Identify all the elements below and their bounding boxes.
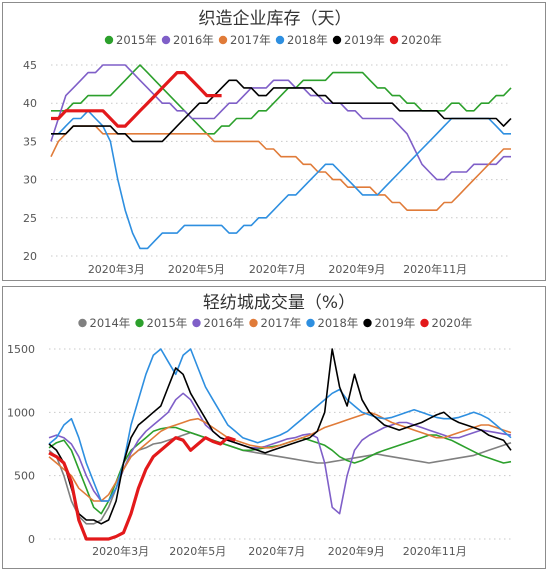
legend-item-2016: 2016年 [192, 316, 244, 330]
legend-label: 2016年 [173, 33, 214, 47]
gridlines [51, 64, 511, 257]
x-axis-ticks: 2020年3月 2020年5月 2020年7月 2020年9月 2020年11月 [88, 262, 467, 276]
series-line-2020 [51, 70, 222, 128]
x-tick-label: 2020年3月 [92, 544, 149, 558]
inventory-chart: 织造企业库存（天） 2015年 2016年 2017年 2018年 2019年 2020年… [23, 9, 512, 276]
legend-item-2014: 2014年 [78, 316, 130, 330]
legend-label: 2014年 [90, 316, 131, 330]
legend-item-2018: 2018年 [306, 316, 358, 330]
legend-marker [275, 35, 285, 45]
x-tick-label: 2020年11月 [403, 262, 467, 276]
legend-item-2020: 2020年 [420, 316, 472, 330]
series-line-2020 [48, 436, 236, 541]
series-line-2019 [48, 348, 512, 525]
legend-marker [218, 35, 228, 45]
y-tick-label: 1000 [7, 406, 35, 419]
legend-marker [420, 318, 429, 328]
x-tick-label: 2020年9月 [328, 544, 385, 558]
y-tick-label: 40 [23, 97, 37, 110]
series-line-2017 [48, 411, 512, 502]
x-tick-label: 2020年9月 [328, 262, 385, 276]
y-tick-label: 45 [23, 59, 37, 72]
series-line-2016 [50, 64, 511, 181]
legend-label: 2016年 [204, 316, 245, 330]
trading-volume-chart: 轻纺城成交量（%） 2014年 2015年 2016年 2017年 2018年 2019年… [7, 293, 512, 558]
legend-item-2015: 2015年 [104, 33, 157, 47]
legend-label: 2015年 [147, 316, 188, 330]
chart-title: 轻纺城成交量（%） [203, 293, 355, 313]
series-line-2018 [48, 348, 512, 502]
x-tick-label: 2020年11月 [403, 544, 467, 558]
legend-marker [161, 35, 171, 45]
series-line-2019 [51, 79, 512, 143]
legend-label: 2017年 [261, 316, 302, 330]
legend-label: 2015年 [116, 33, 157, 47]
chart-legend: 2014年 2015年 2016年 2017年 2018年 2019年 2020年 [78, 316, 472, 330]
x-tick-label: 2020年7月 [248, 544, 305, 558]
series-line-2015 [48, 426, 512, 515]
y-tick-label: 30 [23, 174, 37, 187]
legend-label: 2019年 [344, 33, 385, 47]
x-tick-label: 2020年7月 [249, 262, 306, 276]
y-tick-label: 1500 [7, 343, 35, 356]
y-tick-label: 20 [23, 250, 37, 263]
legend-marker [306, 318, 315, 328]
legend-item-2019: 2019年 [332, 33, 385, 47]
legend-label: 2020年 [401, 33, 442, 47]
legend-marker [192, 318, 201, 328]
y-axis-ticks: 20 25 30 35 40 45 [23, 59, 37, 263]
legend-label: 2017年 [230, 33, 271, 47]
series-line-2015 [51, 64, 512, 135]
legend-marker [332, 35, 342, 45]
trading-volume-chart-panel: 轻纺城成交量（%） 2014年 2015年 2016年 2017年 2018年 2019年… [2, 286, 546, 569]
x-tick-label: 2020年3月 [88, 262, 145, 276]
legend-marker [135, 318, 144, 328]
chart-title: 织造企业库存（天） [199, 9, 352, 29]
chart-legend: 2015年 2016年 2017年 2018年 2019年 2020年 [104, 33, 442, 47]
legend-marker [389, 35, 399, 45]
legend-item-2016: 2016年 [161, 33, 214, 47]
y-tick-label: 0 [28, 533, 35, 546]
series-line-2017 [50, 125, 511, 211]
x-tick-label: 2020年5月 [168, 262, 225, 276]
legend-item-2015: 2015年 [135, 316, 187, 330]
x-tick-label: 2020年5月 [169, 544, 226, 558]
legend-label: 2018年 [318, 316, 359, 330]
legend-item-2019: 2019年 [363, 316, 415, 330]
y-tick-label: 35 [23, 135, 37, 148]
legend-marker [104, 35, 114, 45]
legend-item-2017: 2017年 [249, 316, 301, 330]
series-lines [50, 64, 512, 250]
legend-item-2017: 2017年 [218, 33, 271, 47]
legend-label: 2020年 [432, 316, 473, 330]
legend-item-2020: 2020年 [389, 33, 442, 47]
y-tick-label: 25 [23, 212, 37, 225]
legend-marker [78, 318, 87, 328]
series-line-2016 [48, 392, 512, 515]
x-axis-ticks: 2020年3月 2020年5月 2020年7月 2020年9月 2020年11月 [92, 544, 467, 558]
y-tick-label: 500 [14, 470, 35, 483]
legend-label: 2019年 [375, 316, 416, 330]
legend-item-2018: 2018年 [275, 33, 328, 47]
series-line-2018 [51, 110, 511, 250]
legend-marker [363, 318, 372, 328]
series-lines [48, 348, 512, 541]
legend-label: 2018年 [287, 33, 328, 47]
inventory-chart-panel: 织造企业库存（天） 2015年 2016年 2017年 2018年 2019年 2020年… [2, 2, 546, 281]
gridlines [49, 348, 511, 540]
y-axis-ticks: 0 500 1000 1500 [7, 343, 35, 546]
legend-marker [249, 318, 258, 328]
